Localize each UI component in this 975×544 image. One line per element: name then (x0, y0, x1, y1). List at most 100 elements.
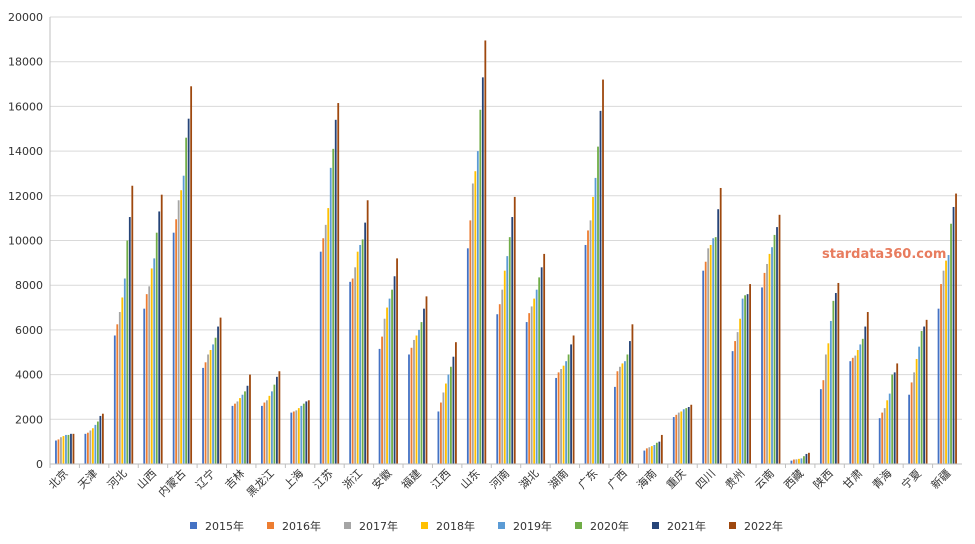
bar (717, 209, 720, 464)
bar (160, 194, 163, 464)
x-tick-label: 西藏 (782, 467, 807, 492)
bar (249, 374, 251, 464)
bar (329, 167, 332, 465)
bar (241, 394, 244, 464)
bar (709, 244, 712, 464)
bar (324, 224, 327, 464)
bar (96, 421, 99, 464)
x-tick-label: 江苏 (311, 467, 336, 492)
legend-label: 2017年 (359, 519, 398, 533)
bar (587, 230, 589, 464)
bar (950, 223, 952, 464)
legend-item[interactable]: 2019年 (498, 519, 552, 533)
bar (778, 214, 781, 464)
bar (800, 458, 803, 464)
bar (631, 324, 634, 464)
bar (182, 175, 185, 464)
bar (888, 393, 891, 464)
bar (557, 372, 560, 464)
legend-item[interactable]: 2022年 (729, 519, 783, 533)
legend-swatch (729, 522, 736, 529)
bar (319, 251, 322, 464)
bar (736, 332, 739, 464)
bar (731, 351, 734, 464)
bar (67, 434, 70, 464)
bar (469, 220, 472, 464)
bar (891, 374, 894, 464)
bar (420, 322, 423, 464)
bar (626, 354, 629, 464)
bar (415, 335, 418, 464)
y-tick-label: 0 (36, 458, 43, 471)
bars (55, 40, 957, 465)
bar (236, 401, 239, 464)
bar (513, 196, 516, 465)
x-tick-label: 山西 (134, 467, 159, 492)
bar (947, 255, 950, 464)
x-tick-label: 甘肃 (840, 467, 865, 492)
bar (180, 190, 183, 464)
bar (86, 432, 89, 464)
legend-item[interactable]: 2016年 (267, 519, 321, 533)
legend: 2015年 2016年 2017年 2018年 2019年 2020年 2021年 2022年 (190, 519, 783, 533)
bar (292, 411, 295, 464)
bar (65, 434, 67, 464)
bar (364, 222, 367, 464)
bar (131, 185, 134, 465)
x-tick-label: 黑龙江 (244, 467, 277, 500)
x-tick-label: 安徽 (369, 466, 394, 491)
legend-item[interactable]: 2017年 (344, 519, 398, 533)
bar (334, 119, 337, 464)
bar (113, 335, 116, 464)
bar (866, 312, 869, 464)
x-tick-label: 内蒙古 (155, 466, 188, 499)
x-tick-label: 广西 (605, 467, 630, 492)
bar (660, 434, 663, 464)
bar (565, 361, 567, 464)
bar (744, 295, 746, 464)
bar (790, 460, 793, 464)
legend-label: 2020年 (590, 519, 629, 533)
bar (925, 319, 928, 464)
bar (945, 260, 947, 464)
y-tick-label: 4000 (15, 369, 43, 382)
bar (476, 151, 479, 464)
bar (918, 346, 921, 464)
bar (273, 384, 276, 464)
bar (937, 308, 940, 464)
bar (594, 177, 597, 465)
bar (437, 411, 440, 464)
bar (808, 452, 810, 464)
bar (484, 40, 487, 464)
x-tick-label: 浙江 (340, 467, 365, 492)
bar (503, 270, 506, 464)
legend-item[interactable]: 2015年 (190, 519, 244, 533)
legend-item[interactable]: 2021年 (652, 519, 706, 533)
y-axis: 0 2000 4000 6000 8000 10000 12000 14000 16000 180… (8, 11, 51, 471)
bar (645, 448, 648, 464)
bar (829, 320, 832, 464)
bar (244, 391, 246, 464)
bar (741, 298, 744, 464)
bar (739, 318, 741, 464)
bar (920, 331, 923, 464)
bar (859, 344, 862, 464)
bar (349, 281, 352, 464)
bar (219, 317, 222, 464)
bar (704, 261, 707, 464)
bar (187, 118, 190, 464)
bar (562, 365, 565, 464)
legend-item[interactable]: 2018年 (421, 519, 475, 533)
legend-item[interactable]: 2020年 (575, 519, 629, 533)
bar (653, 445, 656, 464)
bar (560, 369, 562, 464)
bar (425, 296, 428, 465)
legend-swatch (498, 522, 505, 529)
bar (584, 244, 587, 464)
bar (952, 206, 955, 465)
gridlines (50, 16, 962, 465)
y-tick-label: 12000 (8, 190, 43, 203)
legend-swatch (344, 522, 351, 529)
bar (896, 363, 899, 464)
